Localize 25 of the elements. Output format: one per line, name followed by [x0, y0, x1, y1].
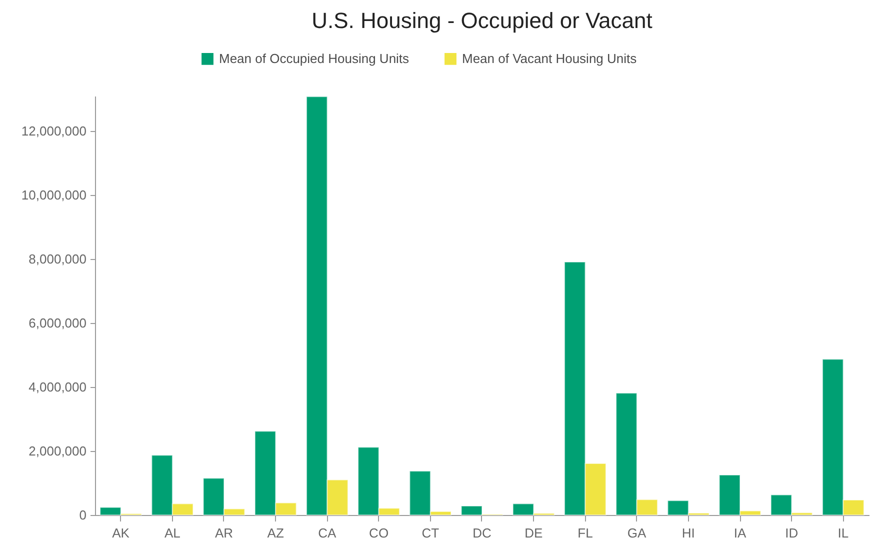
- y-tick-label: 4,000,000: [28, 380, 86, 395]
- x-tick-label: AZ: [267, 526, 284, 540]
- y-tick-label: 6,000,000: [28, 316, 86, 331]
- x-tick-label: AR: [214, 526, 234, 540]
- y-tick-label: 12,000,000: [21, 124, 86, 139]
- x-tick-label: DE: [524, 526, 543, 540]
- x-tick-label: IL: [838, 526, 849, 540]
- x-tick-label: HI: [682, 526, 695, 540]
- x-tick-label: ID: [785, 526, 798, 540]
- y-tick-label: 8,000,000: [28, 252, 86, 267]
- x-tick-label: AL: [164, 526, 180, 540]
- x-tick-label: CO: [369, 526, 389, 540]
- x-tick-label: FL: [578, 526, 593, 540]
- x-tick-label: GA: [627, 526, 647, 540]
- x-tick-label: CT: [422, 526, 440, 540]
- y-tick-label: 2,000,000: [28, 444, 86, 459]
- x-tick-label: CA: [318, 526, 337, 540]
- legend-label: Mean of Vacant Housing Units: [462, 50, 638, 66]
- chart-title: U.S. Housing - Occupied or Vacant: [312, 8, 652, 33]
- x-tick-label: DC: [472, 526, 492, 540]
- y-tick-label: 0: [79, 508, 86, 522]
- legend-label: Mean of Occupied Housing Units: [219, 50, 410, 66]
- x-tick-label: AK: [112, 526, 130, 540]
- x-tick-label: IA: [734, 526, 746, 540]
- y-tick-label: 10,000,000: [21, 188, 86, 203]
